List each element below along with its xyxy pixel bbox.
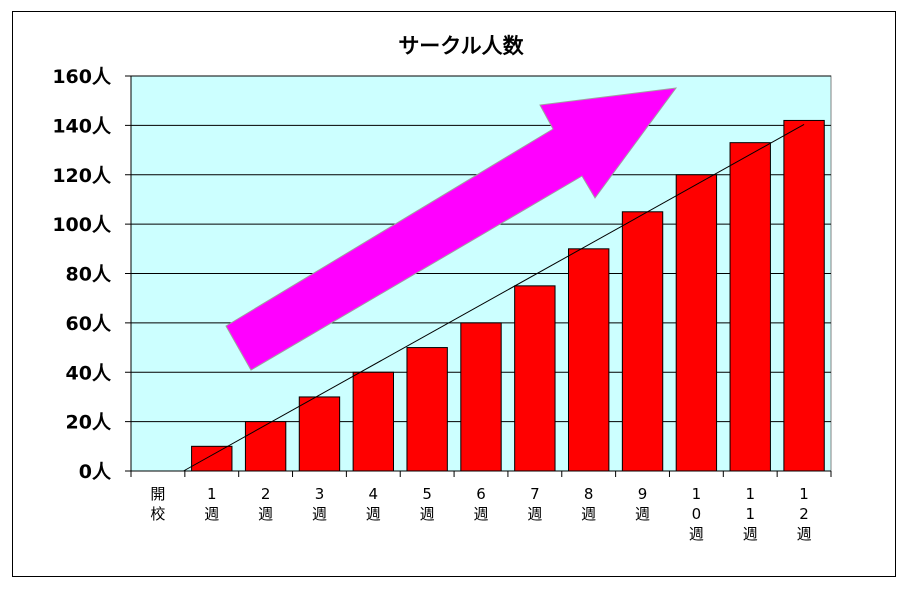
trendline: [183, 123, 805, 472]
bar: [675, 174, 718, 472]
growth-arrow-icon: [225, 87, 678, 371]
y-tick-label: 40人: [66, 362, 112, 384]
bar: [621, 211, 664, 472]
y-tick-label: 120人: [52, 165, 112, 187]
bar: [568, 248, 610, 472]
y-axis-ticks: 0人 20人 40人 60人 80人 100人 120人 140人 160人: [52, 66, 132, 483]
bar: [729, 142, 771, 472]
y-tick-label: 140人: [52, 115, 112, 137]
y-tick-label: 0人: [79, 461, 112, 483]
bar: [460, 322, 502, 472]
bars: [191, 119, 825, 472]
bar: [783, 119, 825, 472]
y-tick-label: 60人: [66, 313, 112, 335]
bar: [514, 285, 556, 472]
chart-title: サークル人数: [398, 34, 524, 58]
bar: [191, 445, 233, 472]
y-tick-label: 80人: [66, 264, 112, 286]
bar: [298, 396, 341, 472]
x-tick-label: 開校: [150, 485, 165, 523]
y-tick-label: 20人: [66, 412, 112, 434]
y-tick-label: 160人: [52, 66, 112, 88]
bar: [406, 347, 448, 472]
bar: [244, 421, 287, 472]
bar: [352, 371, 395, 472]
x-axis-ticks: 開校 1 週 2 週 3 週 4 週 5 週 6 週 7 週 8 週 9 週 1 0 週 1 1 週 1 2 週: [130, 470, 832, 543]
y-tick-label: 100人: [52, 214, 112, 236]
